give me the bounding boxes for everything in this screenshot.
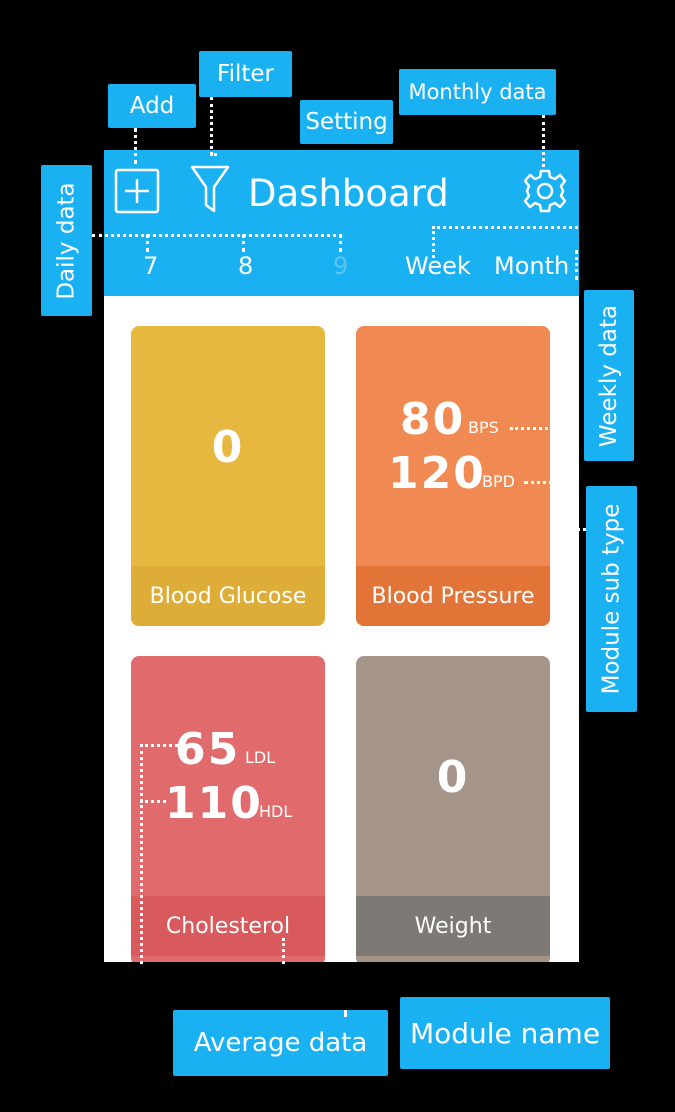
header-bar: Dashboard 7 8 9 Week Month: [104, 150, 579, 296]
leader-daily-7: [146, 234, 149, 252]
hdl-unit: HDL: [259, 802, 293, 821]
tab-week[interactable]: Week: [405, 252, 471, 280]
ldl-unit: LDL: [245, 748, 276, 767]
callout-module-sub-type: Module sub type: [586, 486, 637, 712]
module-name-cholesterol: Cholesterol: [131, 896, 325, 956]
leader-ldl: [140, 744, 178, 747]
callout-weekly-data: Weekly data: [584, 290, 634, 461]
module-blood-pressure[interactable]: 80 BPS 120 BPD Blood Pressure: [356, 326, 550, 626]
dashboard-screen: Dashboard 7 8 9 Week Month 0 Blood Gluco…: [104, 150, 579, 962]
leader-avg-end: [344, 1010, 347, 1016]
leader-filter-h: [210, 153, 214, 156]
date-9[interactable]: 9: [333, 252, 349, 280]
callout-average-data: Average data: [173, 1010, 388, 1076]
leader-hdl: [140, 800, 166, 803]
leader-bpd: [524, 481, 560, 484]
leader-month-v: [575, 250, 578, 280]
leader-name-v: [282, 938, 285, 964]
tab-month[interactable]: Month: [494, 252, 570, 280]
module-cholesterol[interactable]: 65 LDL 110 HDL Cholesterol: [131, 656, 325, 962]
leader-setting: [542, 115, 545, 167]
bps-unit: BPS: [468, 418, 499, 437]
leader-weekly-h: [432, 226, 578, 229]
page-title: Dashboard: [248, 172, 449, 215]
date-8[interactable]: 8: [238, 252, 254, 280]
module-name-blood-glucose: Blood Glucose: [131, 566, 325, 626]
bpd-value: 120: [388, 448, 486, 499]
leader-filter: [210, 97, 213, 155]
leader-daily-9: [339, 234, 342, 252]
callout-add: Add: [108, 84, 196, 128]
gear-icon[interactable]: [520, 166, 570, 216]
leader-subtype-h: [558, 528, 586, 531]
hdl-value: 110: [165, 778, 263, 829]
leader-subtype-v: [558, 427, 561, 531]
callout-monthly-data: Monthly data: [399, 69, 556, 115]
leader-add: [134, 128, 137, 164]
leader-daily-8: [242, 234, 245, 252]
callout-filter: Filter: [199, 51, 292, 97]
filter-funnel-icon[interactable]: [188, 162, 232, 216]
callout-setting: Setting: [300, 100, 393, 144]
module-blood-glucose[interactable]: 0 Blood Glucose: [131, 326, 325, 626]
module-weight[interactable]: 0 Weight: [356, 656, 550, 962]
weight-value: 0: [436, 752, 470, 803]
ldl-value: 65: [175, 724, 241, 775]
bpd-unit: BPD: [482, 472, 515, 491]
module-name-blood-pressure: Blood Pressure: [356, 566, 550, 626]
leader-bps: [510, 427, 560, 430]
leader-daily-h: [92, 234, 342, 237]
module-name-weight: Weight: [356, 896, 550, 956]
leader-avg-v: [140, 744, 143, 964]
plus-square-icon[interactable]: [112, 166, 162, 216]
date-7[interactable]: 7: [143, 252, 159, 280]
bps-value: 80: [400, 394, 466, 445]
callout-module-name: Module name: [400, 997, 610, 1069]
callout-daily-data: Daily data: [41, 165, 92, 316]
leader-weekly-v: [432, 226, 435, 258]
glucose-value: 0: [211, 422, 245, 473]
